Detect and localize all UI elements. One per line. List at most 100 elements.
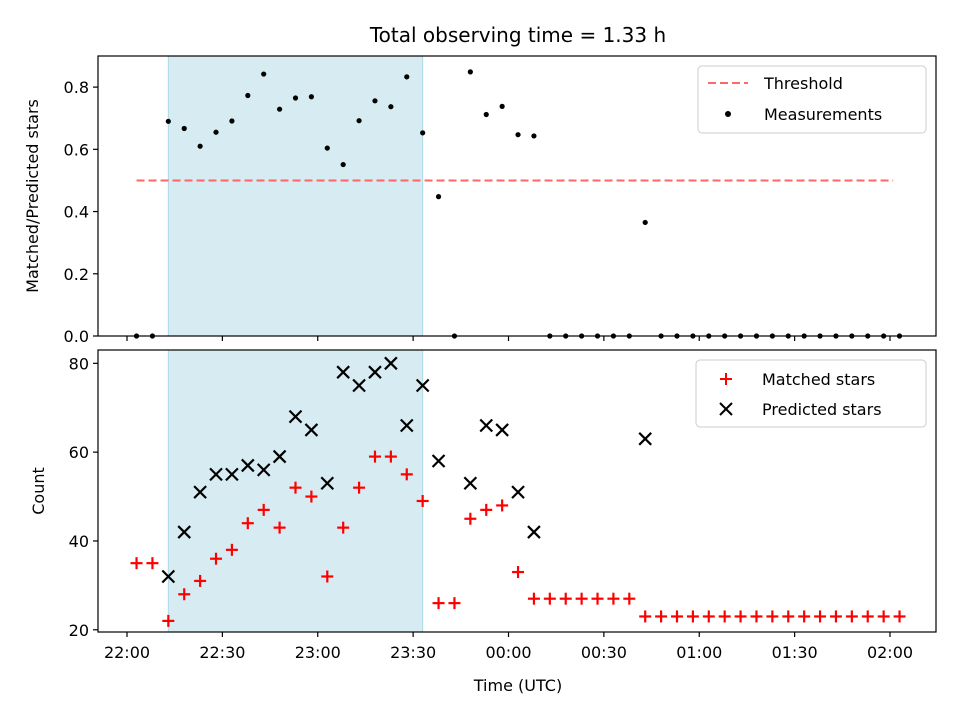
- matched-star-point: [686, 610, 699, 623]
- top-panel: 0.00.20.40.60.8 Matched/Predicted stars …: [23, 55, 937, 346]
- x-tick-label: 01:30: [772, 643, 818, 662]
- measurement-point: [467, 69, 473, 75]
- x-tick-label: 01:00: [676, 643, 722, 662]
- bottom-y-tick-label: 40: [69, 532, 89, 551]
- matched-star-point: [734, 610, 747, 623]
- matched-star-point: [607, 592, 620, 605]
- measurement-point: [531, 133, 537, 139]
- predicted-star-point: [479, 418, 494, 433]
- bottom-y-axis-label: Count: [29, 467, 48, 515]
- legend-matched-label: Matched stars: [762, 370, 875, 389]
- predicted-star-point: [177, 525, 192, 539]
- predicted-star-point: [241, 458, 255, 473]
- predicted-star-point: [352, 378, 366, 393]
- measurement-point: [388, 104, 394, 110]
- measurement-point: [499, 103, 505, 109]
- measurement-point: [213, 129, 219, 135]
- predicted-star-point: [384, 356, 398, 371]
- matched-star-point: [321, 570, 334, 583]
- predicted-star-point: [463, 476, 478, 491]
- bottom-y-tick-label: 80: [69, 354, 89, 373]
- matched-star-point: [861, 610, 874, 623]
- predicted-star-point: [638, 432, 652, 446]
- predicted-star-point: [304, 423, 319, 437]
- matched-star-point: [448, 597, 461, 610]
- matched-star-point: [400, 468, 413, 481]
- bottom-axes-frame: [97, 349, 937, 633]
- matched-star-point: [130, 557, 143, 570]
- top-axes-frame: [97, 55, 937, 337]
- matched-star-point: [368, 450, 381, 463]
- matched-star-point: [384, 450, 397, 463]
- x-tick-label: 22:00: [104, 643, 150, 662]
- predicted-star-point: [320, 476, 335, 491]
- predicted-star-point: [399, 418, 414, 433]
- top-y-tick-label: 0.8: [64, 78, 89, 97]
- measurement-point: [642, 219, 648, 226]
- x-tick-label: 23:30: [390, 643, 436, 662]
- measurement-point: [261, 71, 267, 77]
- matched-star-point: [178, 588, 191, 601]
- matched-star-point: [527, 592, 540, 605]
- matched-star-point: [337, 521, 350, 534]
- matched-star-point: [702, 610, 715, 623]
- matched-star-point: [798, 610, 811, 623]
- legend-measurements-swatch: [725, 111, 731, 117]
- top-legend: Threshold Measurements: [697, 65, 927, 134]
- top-shaded-region: [167, 55, 424, 337]
- top-shade-rect: [167, 55, 424, 337]
- measurement-point: [435, 194, 442, 200]
- measurement-point: [324, 145, 330, 151]
- predicted-star-point: [495, 423, 509, 437]
- x-tick-label: 23:00: [295, 643, 341, 662]
- measurement-point: [292, 95, 299, 101]
- matched-star-point: [162, 614, 175, 627]
- matched-star-point: [273, 521, 286, 534]
- predicted-star-point: [256, 463, 271, 477]
- predicted-star-point: [288, 409, 303, 424]
- predicted-star-point: [368, 365, 382, 379]
- predicted-star-point: [431, 454, 446, 468]
- top-y-ticks: 0.0 0.2 0.4 0.6 0.8: [64, 78, 98, 346]
- predicted-star-point: [511, 485, 525, 499]
- matched-star-point: [543, 592, 556, 605]
- matched-star-point: [877, 610, 890, 623]
- bottom-panel: 20 40 60 80 22:00 22:30 23:00 23:30 00:00 00:30 0…: [29, 349, 937, 695]
- measurement-point: [420, 130, 426, 136]
- predicted-star-point: [161, 569, 176, 584]
- matched-star-point: [210, 552, 223, 565]
- x-tick-label: 00:00: [485, 643, 531, 662]
- matched-star-point: [575, 592, 588, 605]
- matched-star-point: [241, 517, 254, 530]
- top-x-ticks: [126, 336, 891, 341]
- chart-title: Total observing time = 1.33 h: [369, 23, 666, 47]
- x-axis-label: Time (UTC): [473, 676, 562, 695]
- matched-star-point: [225, 543, 238, 556]
- matched-star-point: [353, 481, 366, 494]
- legend-matched-swatch: [720, 373, 732, 385]
- measurement-point: [356, 118, 362, 124]
- matched-star-point: [480, 503, 493, 516]
- measurement-point: [165, 118, 171, 124]
- matched-star-point: [639, 610, 652, 623]
- measurement-point: [340, 161, 346, 168]
- matched-star-point: [512, 566, 525, 579]
- measurement-point: [245, 92, 251, 99]
- top-y-tick-label: 0.4: [64, 203, 89, 222]
- top-y-tick-label: 0.0: [64, 327, 89, 346]
- top-y-tick-label: 0.6: [64, 140, 89, 159]
- matched-star-point: [893, 610, 906, 623]
- predicted-star-point: [193, 485, 207, 499]
- matched-star-point: [464, 512, 477, 525]
- measurement-point: [181, 125, 187, 132]
- measurement-point: [404, 74, 410, 80]
- measurement-point: [277, 106, 283, 112]
- matched-star-point: [718, 610, 731, 623]
- matched-star-point: [496, 499, 509, 512]
- legend-threshold-label: Threshold: [763, 74, 843, 93]
- matched-star-point: [766, 610, 779, 623]
- matched-star-point: [146, 557, 159, 570]
- bottom-points-layer: [130, 356, 906, 627]
- matched-star-point: [655, 610, 668, 623]
